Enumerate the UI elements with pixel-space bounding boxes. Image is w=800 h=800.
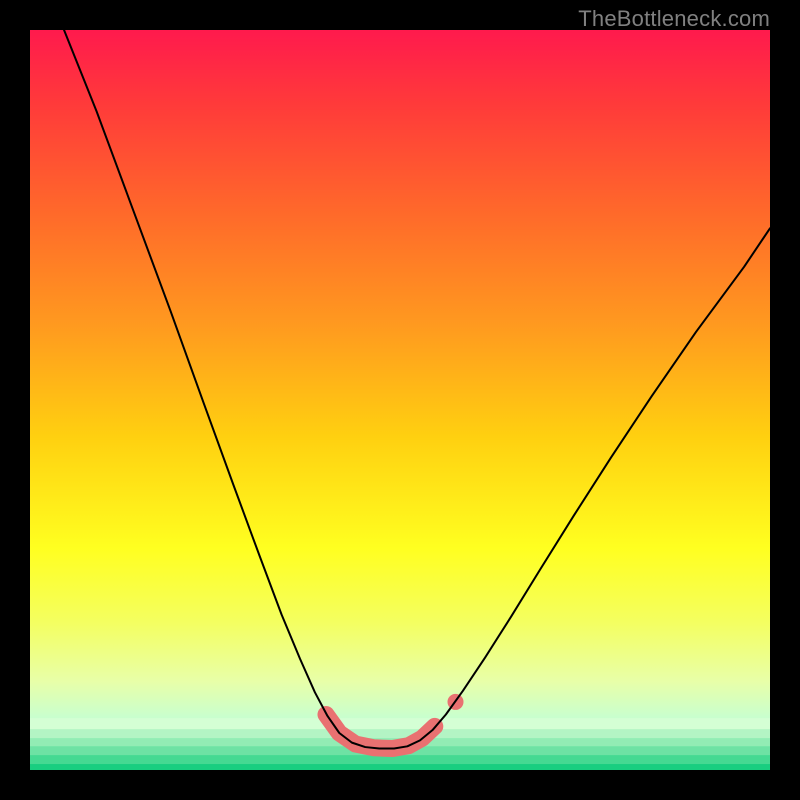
canvas-outer: TheBottleneck.com (0, 0, 800, 800)
chart-background (30, 30, 770, 770)
gradient-band (30, 729, 770, 738)
watermark-text: TheBottleneck.com (578, 6, 770, 32)
bottleneck-chart (30, 30, 770, 770)
gradient-band (30, 755, 770, 764)
gradient-band (30, 764, 770, 770)
gradient-band (30, 718, 770, 729)
